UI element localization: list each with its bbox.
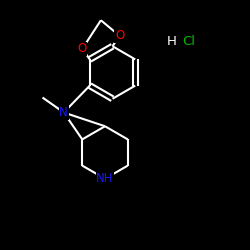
- Text: Cl: Cl: [182, 35, 195, 48]
- Text: O: O: [115, 29, 124, 42]
- Text: O: O: [78, 42, 87, 56]
- Text: NH: NH: [96, 172, 114, 185]
- Text: N: N: [60, 106, 68, 119]
- Text: H: H: [166, 35, 176, 48]
